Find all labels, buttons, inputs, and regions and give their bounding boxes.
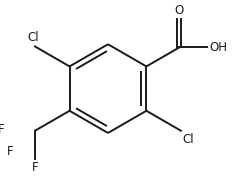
- Text: F: F: [0, 123, 5, 136]
- Text: OH: OH: [209, 41, 227, 54]
- Text: F: F: [7, 145, 14, 158]
- Text: Cl: Cl: [183, 133, 194, 146]
- Text: O: O: [175, 4, 184, 17]
- Text: F: F: [32, 161, 38, 174]
- Text: Cl: Cl: [27, 31, 39, 44]
